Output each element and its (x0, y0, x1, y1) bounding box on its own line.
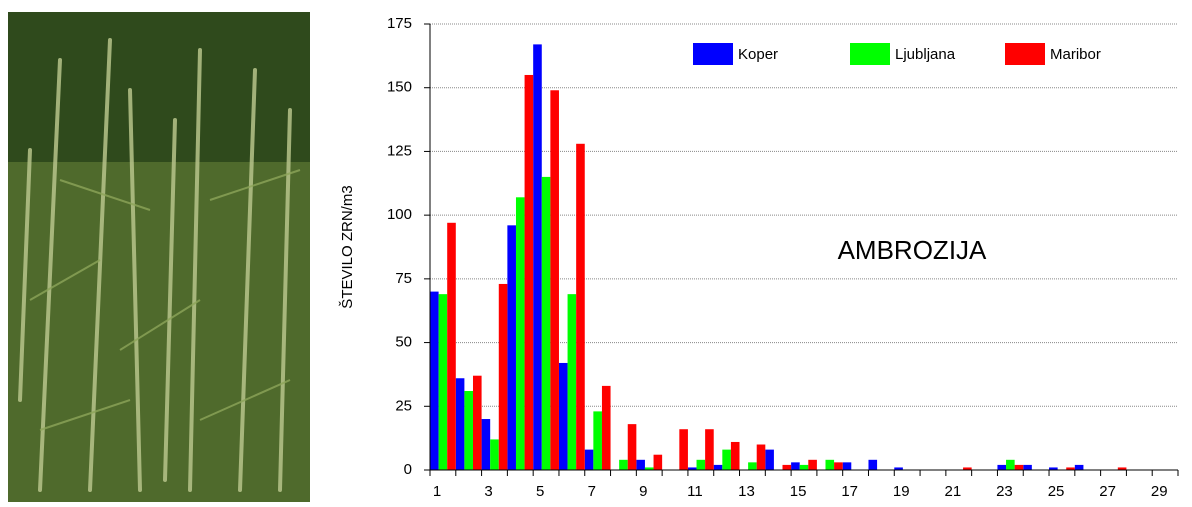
x-tick-label: 29 (1151, 483, 1168, 500)
bar (644, 467, 654, 470)
x-tick-label: 5 (536, 483, 544, 500)
bar (567, 294, 577, 470)
x-tick-label: 13 (738, 483, 755, 500)
bar (791, 462, 800, 470)
bar (825, 459, 835, 470)
legend-swatch (1005, 43, 1045, 65)
legend-swatch (693, 43, 733, 65)
y-tick-label: 125 (387, 142, 412, 159)
y-tick-label: 0 (404, 461, 412, 478)
bar (1023, 464, 1032, 470)
y-tick-label: 25 (395, 397, 412, 414)
bar (653, 454, 663, 470)
bar (722, 449, 731, 470)
x-tick-label: 19 (893, 483, 910, 500)
bar (627, 424, 637, 470)
bar (464, 390, 473, 470)
x-tick-label: 27 (1099, 483, 1116, 500)
bar (1074, 464, 1084, 470)
x-tick-label: 1 (433, 483, 441, 500)
bar (705, 429, 714, 470)
bar (842, 462, 852, 470)
bar (619, 459, 628, 470)
y-tick-label: 175 (387, 15, 412, 32)
y-axis-label: ŠTEVILO ZRN/m3 (339, 185, 356, 308)
bar (696, 459, 706, 470)
bar (748, 462, 757, 470)
bar (515, 197, 525, 470)
x-tick-label: 11 (687, 483, 703, 500)
legend-label: Ljubljana (895, 46, 956, 63)
chart: ŠTEVILO ZRN/m3 AMBROZIJA 025507510012515… (339, 15, 1179, 500)
bar (1117, 467, 1127, 470)
bar (1006, 459, 1015, 470)
bar (447, 222, 456, 470)
x-tick-label: 3 (484, 483, 492, 500)
bar (1066, 467, 1075, 470)
y-tick-label: 100 (387, 206, 412, 223)
bar (808, 459, 817, 470)
x-tick-label: 25 (1048, 483, 1065, 500)
bar (438, 294, 448, 470)
bar (636, 459, 645, 470)
x-tick-label: 23 (996, 483, 1013, 500)
y-tick-label: 50 (395, 334, 412, 351)
y-tick-label: 150 (387, 79, 412, 96)
bar (997, 464, 1007, 470)
bar (533, 44, 542, 470)
x-tick-label: 9 (639, 483, 647, 500)
bar (765, 449, 774, 470)
bar (1014, 464, 1024, 470)
bar (756, 444, 766, 470)
bar (1049, 467, 1058, 470)
bar (713, 464, 723, 470)
bar (455, 378, 465, 470)
legend-label: Maribor (1050, 46, 1101, 63)
bar (868, 459, 878, 470)
bar (894, 467, 903, 470)
legend-label: Koper (738, 46, 778, 63)
bar (782, 464, 792, 470)
bar (481, 419, 491, 470)
bar (541, 176, 551, 470)
bar (584, 449, 594, 470)
bar (593, 411, 602, 470)
bar (558, 362, 568, 470)
bar (576, 143, 585, 471)
photo (8, 12, 310, 502)
bar (507, 225, 516, 470)
x-tick-label: 21 (945, 483, 962, 500)
bar (524, 74, 534, 470)
annotation: AMBROZIJA (838, 235, 987, 265)
x-tick-label: 7 (588, 483, 596, 500)
legend-swatch (850, 43, 890, 65)
bar (679, 429, 688, 470)
bar (799, 464, 809, 470)
bar (490, 439, 499, 470)
bar (687, 467, 697, 470)
bar (498, 283, 508, 470)
bar (550, 90, 559, 471)
y-tick-label: 75 (395, 270, 412, 287)
x-tick-label: 15 (790, 483, 807, 500)
bar (601, 385, 611, 470)
bar (472, 375, 482, 470)
bar (963, 467, 972, 470)
bar (730, 441, 740, 470)
x-tick-label: 17 (841, 483, 858, 500)
bar (430, 291, 439, 470)
bar (834, 462, 843, 470)
